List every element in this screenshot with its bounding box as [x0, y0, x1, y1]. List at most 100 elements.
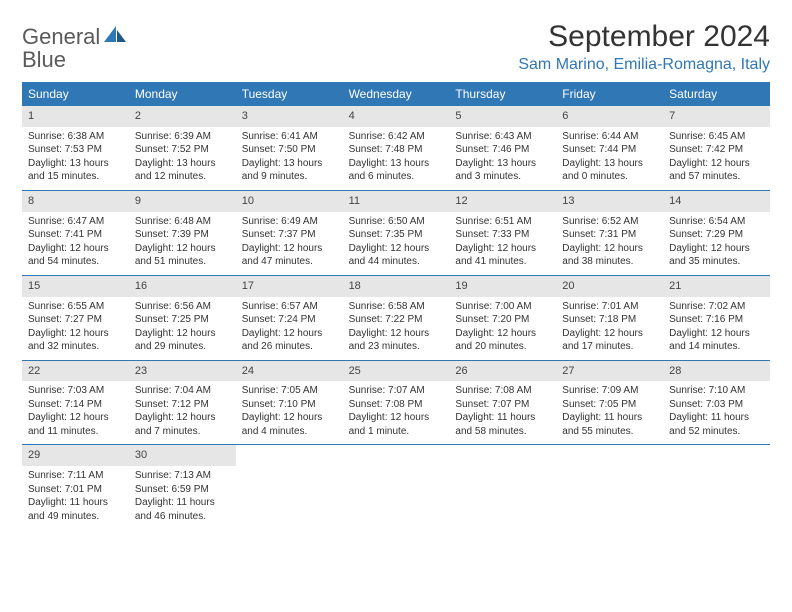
sunset-text: Sunset: 7:52 PM: [135, 143, 230, 157]
calendar-cell: 13Sunrise: 6:52 AMSunset: 7:31 PMDayligh…: [556, 191, 663, 275]
date-number: 26: [449, 361, 556, 382]
date-number: 4: [343, 106, 450, 127]
sunrise-text: Sunrise: 6:48 AM: [135, 215, 230, 229]
sunrise-text: Sunrise: 7:09 AM: [562, 384, 657, 398]
calendar-cell: 27Sunrise: 7:09 AMSunset: 7:05 PMDayligh…: [556, 361, 663, 445]
daylight-text: Daylight: 11 hours and 52 minutes.: [669, 411, 764, 438]
sunrise-text: Sunrise: 6:55 AM: [28, 300, 123, 314]
sunset-text: Sunset: 7:27 PM: [28, 313, 123, 327]
daylight-text: Daylight: 12 hours and 29 minutes.: [135, 327, 230, 354]
date-number: 15: [22, 276, 129, 297]
calendar-cell: 1Sunrise: 6:38 AMSunset: 7:53 PMDaylight…: [22, 106, 129, 190]
sunrise-text: Sunrise: 6:56 AM: [135, 300, 230, 314]
logo-sail-icon: [102, 24, 128, 44]
date-number: 28: [663, 361, 770, 382]
month-title: September 2024: [518, 20, 770, 54]
daylight-text: Daylight: 11 hours and 46 minutes.: [135, 496, 230, 523]
cell-body: Sunrise: 6:56 AMSunset: 7:25 PMDaylight:…: [129, 297, 236, 360]
sunset-text: Sunset: 7:44 PM: [562, 143, 657, 157]
sunset-text: Sunset: 7:31 PM: [562, 228, 657, 242]
calendar-cell: 11Sunrise: 6:50 AMSunset: 7:35 PMDayligh…: [343, 191, 450, 275]
sunset-text: Sunset: 7:16 PM: [669, 313, 764, 327]
sunrise-text: Sunrise: 7:11 AM: [28, 469, 123, 483]
calendar-cell: 28Sunrise: 7:10 AMSunset: 7:03 PMDayligh…: [663, 361, 770, 445]
date-number: 10: [236, 191, 343, 212]
calendar-cell: 29Sunrise: 7:11 AMSunset: 7:01 PMDayligh…: [22, 445, 129, 529]
week-row: 15 Sunrise: 6:55 AMSunset: 7:27 PM Dayligh…: [22, 276, 770, 361]
daylight-text: Daylight: 12 hours and 1 minute.: [349, 411, 444, 438]
sunset-text: Sunset: 7:25 PM: [135, 313, 230, 327]
cell-body: Sunrise: 6:39 AMSunset: 7:52 PMDaylight:…: [129, 127, 236, 190]
calendar-cell: 5Sunrise: 6:43 AMSunset: 7:46 PMDaylight…: [449, 106, 556, 190]
sunset-text: Sunset: 7:50 PM: [242, 143, 337, 157]
weeks-container: 1Sunrise: 6:38 AMSunset: 7:53 PMDaylight…: [22, 106, 770, 529]
daylight-text: Daylight: 12 hours and 57 minutes.: [669, 157, 764, 184]
daylight-text: Daylight: 13 hours and 0 minutes.: [562, 157, 657, 184]
sunrise-text: Sunrise: 6:38 AM: [28, 130, 123, 144]
cell-body: Sunrise: 7:00 AMSunset: 7:20 PMDaylight:…: [449, 297, 556, 360]
cell-body: Sunrise: 6:57 AMSunset: 7:24 PMDaylight:…: [236, 297, 343, 360]
cell-body: Sunrise: 7:10 AMSunset: 7:03 PMDaylight:…: [663, 381, 770, 444]
daylight-text: Daylight: 12 hours and 4 minutes.: [242, 411, 337, 438]
calendar-cell: 9Sunrise: 6:48 AMSunset: 7:39 PMDaylight…: [129, 191, 236, 275]
title-block: September 2024 Sam Marino, Emilia-Romagn…: [518, 20, 770, 74]
daylight-text: Daylight: 12 hours and 20 minutes.: [455, 327, 550, 354]
date-number: 14: [663, 191, 770, 212]
sunrise-text: Sunrise: 7:00 AM: [455, 300, 550, 314]
date-number: 30: [129, 445, 236, 466]
date-number: 18: [343, 276, 450, 297]
daylight-text: Daylight: 13 hours and 9 minutes.: [242, 157, 337, 184]
sunrise-text: Sunrise: 6:52 AM: [562, 215, 657, 229]
sunrise-text: Sunrise: 6:44 AM: [562, 130, 657, 144]
sunset-text: Sunset: 7:41 PM: [28, 228, 123, 242]
date-number: 20: [556, 276, 663, 297]
calendar-cell: [236, 445, 343, 529]
daylight-text: Daylight: 12 hours and 54 minutes.: [28, 242, 123, 269]
calendar-cell: 18Sunrise: 6:58 AMSunset: 7:22 PMDayligh…: [343, 276, 450, 360]
date-number: 19: [449, 276, 556, 297]
date-number: 27: [556, 361, 663, 382]
logo-general: General: [22, 24, 100, 49]
location: Sam Marino, Emilia-Romagna, Italy: [518, 56, 770, 74]
cell-body: Sunrise: 6:41 AMSunset: 7:50 PMDaylight:…: [236, 127, 343, 190]
cell-body: Sunrise: 6:52 AMSunset: 7:31 PMDaylight:…: [556, 212, 663, 275]
sunset-text: Sunset: 7:33 PM: [455, 228, 550, 242]
sunrise-text: Sunrise: 6:50 AM: [349, 215, 444, 229]
calendar-cell: [663, 445, 770, 529]
calendar-cell: 12Sunrise: 6:51 AMSunset: 7:33 PMDayligh…: [449, 191, 556, 275]
cell-body: Sunrise: 7:01 AMSunset: 7:18 PMDaylight:…: [556, 297, 663, 360]
sunset-text: Sunset: 7:10 PM: [242, 398, 337, 412]
cell-body: Sunrise: 7:02 AMSunset: 7:16 PMDaylight:…: [663, 297, 770, 360]
cell-body: Sunrise: 7:09 AMSunset: 7:05 PMDaylight:…: [556, 381, 663, 444]
date-number: 25: [343, 361, 450, 382]
date-number: 2: [129, 106, 236, 127]
daylight-text: Daylight: 13 hours and 15 minutes.: [28, 157, 123, 184]
calendar-cell: [556, 445, 663, 529]
daylight-text: Daylight: 12 hours and 26 minutes.: [242, 327, 337, 354]
sunrise-text: Sunrise: 7:04 AM: [135, 384, 230, 398]
logo-text: General Blue: [22, 24, 128, 72]
sunset-text: Sunset: 7:05 PM: [562, 398, 657, 412]
date-number: 24: [236, 361, 343, 382]
sunset-text: Sunset: 7:20 PM: [455, 313, 550, 327]
day-headers-row: Sunday Monday Tuesday Wednesday Thursday…: [22, 82, 770, 106]
date-number: 29: [22, 445, 129, 466]
calendar-cell: 26Sunrise: 7:08 AMSunset: 7:07 PMDayligh…: [449, 361, 556, 445]
calendar-cell: [343, 445, 450, 529]
sunset-text: Sunset: 7:48 PM: [349, 143, 444, 157]
daylight-text: Daylight: 12 hours and 14 minutes.: [669, 327, 764, 354]
sunrise-text: Sunrise: 6:42 AM: [349, 130, 444, 144]
daylight-text: Daylight: 11 hours and 49 minutes.: [28, 496, 123, 523]
sunrise-text: Sunrise: 7:08 AM: [455, 384, 550, 398]
date-number: 17: [236, 276, 343, 297]
daylight-text: Daylight: 12 hours and 17 minutes.: [562, 327, 657, 354]
daylight-text: Daylight: 12 hours and 44 minutes.: [349, 242, 444, 269]
sunset-text: Sunset: 7:37 PM: [242, 228, 337, 242]
date-number: 5: [449, 106, 556, 127]
daylight-text: Daylight: 12 hours and 35 minutes.: [669, 242, 764, 269]
sunset-text: Sunset: 7:24 PM: [242, 313, 337, 327]
logo-blue: Blue: [22, 47, 66, 72]
cell-body: Sunrise: 6:58 AMSunset: 7:22 PMDaylight:…: [343, 297, 450, 360]
calendar-cell: 30Sunrise: 7:13 AMSunset: 6:59 PMDayligh…: [129, 445, 236, 529]
date-number: 3: [236, 106, 343, 127]
